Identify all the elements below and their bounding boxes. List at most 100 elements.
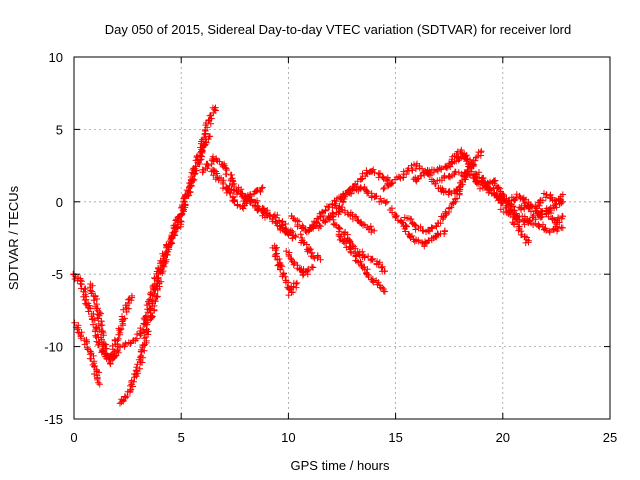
marker-segment bbox=[114, 306, 130, 344]
marker-segment bbox=[457, 146, 474, 168]
marker-point bbox=[308, 263, 316, 271]
series-arc-24 bbox=[520, 190, 567, 212]
marker-segment bbox=[444, 148, 461, 170]
marker-segment bbox=[306, 219, 324, 233]
series-arc-9 bbox=[269, 242, 301, 299]
axis-ticks: 0 5 10 15 20 25 -15 -10 -5 0 5 10 bbox=[44, 50, 617, 445]
marker-segment bbox=[225, 182, 244, 198]
marker-point bbox=[525, 239, 532, 246]
marker-segment bbox=[323, 200, 339, 211]
marker-segment bbox=[116, 387, 134, 407]
y-tick-label: -15 bbox=[44, 412, 63, 427]
marker-segment bbox=[424, 164, 445, 178]
x-tick-label: 25 bbox=[603, 430, 617, 445]
marker-segment bbox=[163, 221, 181, 255]
marker-segment bbox=[84, 346, 100, 373]
series-arc-14 bbox=[336, 225, 389, 275]
marker-point bbox=[441, 227, 449, 234]
y-tick-label: 10 bbox=[49, 50, 63, 65]
y-tick-label: -5 bbox=[51, 267, 63, 282]
marker-segment bbox=[451, 168, 473, 180]
series-arc-4 bbox=[106, 292, 136, 367]
marker-point bbox=[212, 104, 219, 111]
marker-segment bbox=[124, 367, 141, 395]
marker-segment bbox=[375, 173, 391, 184]
series-arc-20 bbox=[444, 146, 528, 214]
marker-segment bbox=[367, 166, 384, 178]
marker-segment bbox=[434, 208, 453, 227]
marker-segment bbox=[183, 165, 200, 199]
marker-segment bbox=[380, 179, 397, 193]
marker-segment bbox=[274, 262, 290, 284]
grid-lines bbox=[74, 57, 610, 419]
marker-segment bbox=[192, 140, 206, 170]
series-arc-12 bbox=[306, 203, 378, 236]
marker-point bbox=[383, 198, 391, 205]
marker-segment bbox=[122, 294, 136, 312]
marker-segment bbox=[300, 264, 317, 278]
marker-segment bbox=[509, 219, 523, 233]
data-points bbox=[70, 104, 567, 407]
marker-segment bbox=[140, 292, 156, 327]
marker-segment bbox=[304, 248, 322, 262]
series-arc-5 bbox=[116, 104, 219, 407]
y-tick-label: 0 bbox=[56, 195, 63, 210]
series-arc-18 bbox=[401, 147, 485, 235]
plot-frame bbox=[73, 56, 611, 420]
marker-point bbox=[205, 133, 213, 140]
marker-segment bbox=[315, 206, 329, 223]
marker-point bbox=[381, 288, 389, 295]
x-tick-label: 15 bbox=[388, 430, 402, 445]
marker-segment bbox=[515, 227, 532, 247]
marker-segment bbox=[386, 205, 405, 226]
marker-point bbox=[293, 279, 301, 287]
x-tick-label: 5 bbox=[178, 430, 185, 445]
marker-segment bbox=[247, 185, 265, 198]
marker-point bbox=[128, 292, 136, 300]
marker-segment bbox=[401, 214, 420, 229]
marker-segment bbox=[369, 277, 387, 295]
x-tick-label: 20 bbox=[496, 430, 510, 445]
marker-segment bbox=[410, 169, 430, 185]
chart-title: Day 050 of 2015, Sidereal Day-to-day VTE… bbox=[105, 22, 572, 37]
marker-segment bbox=[226, 189, 246, 211]
marker-segment bbox=[368, 190, 380, 201]
series-arc-23 bbox=[497, 204, 567, 228]
x-tick-label: 0 bbox=[70, 430, 77, 445]
marker-segment bbox=[95, 315, 107, 348]
series-arc-2 bbox=[71, 319, 103, 388]
series-arc-15 bbox=[333, 166, 393, 212]
marker-point bbox=[559, 213, 567, 220]
series-arc-10 bbox=[283, 247, 317, 279]
marker-segment bbox=[294, 265, 307, 279]
marker-segment bbox=[151, 251, 171, 301]
marker-point bbox=[478, 147, 485, 155]
marker-segment bbox=[446, 186, 463, 212]
marker-segment bbox=[141, 293, 160, 336]
marker-segment bbox=[347, 241, 366, 261]
marker-segment bbox=[129, 330, 141, 344]
marker-segment bbox=[412, 223, 430, 235]
marker-segment bbox=[288, 212, 306, 230]
x-tick-label: 10 bbox=[281, 430, 295, 445]
marker-point bbox=[559, 224, 567, 232]
marker-segment bbox=[269, 242, 285, 269]
marker-segment bbox=[359, 221, 375, 236]
marker-segment bbox=[86, 280, 101, 303]
marker-segment bbox=[283, 247, 301, 269]
marker-segment bbox=[91, 367, 103, 386]
y-tick-label: 5 bbox=[56, 122, 63, 137]
marker-segment bbox=[275, 217, 290, 235]
x-axis-label: GPS time / hours bbox=[291, 458, 390, 473]
marker-segment bbox=[357, 183, 372, 197]
marker-point bbox=[259, 184, 266, 191]
marker-point bbox=[381, 268, 389, 275]
series-arc-8 bbox=[225, 182, 324, 263]
marker-point bbox=[559, 191, 567, 198]
marker-segment bbox=[121, 339, 135, 349]
marker-segment bbox=[529, 221, 553, 236]
marker-segment bbox=[543, 205, 560, 227]
marker-segment bbox=[376, 195, 389, 207]
marker-segment bbox=[349, 211, 365, 227]
marker-segment bbox=[172, 191, 192, 226]
